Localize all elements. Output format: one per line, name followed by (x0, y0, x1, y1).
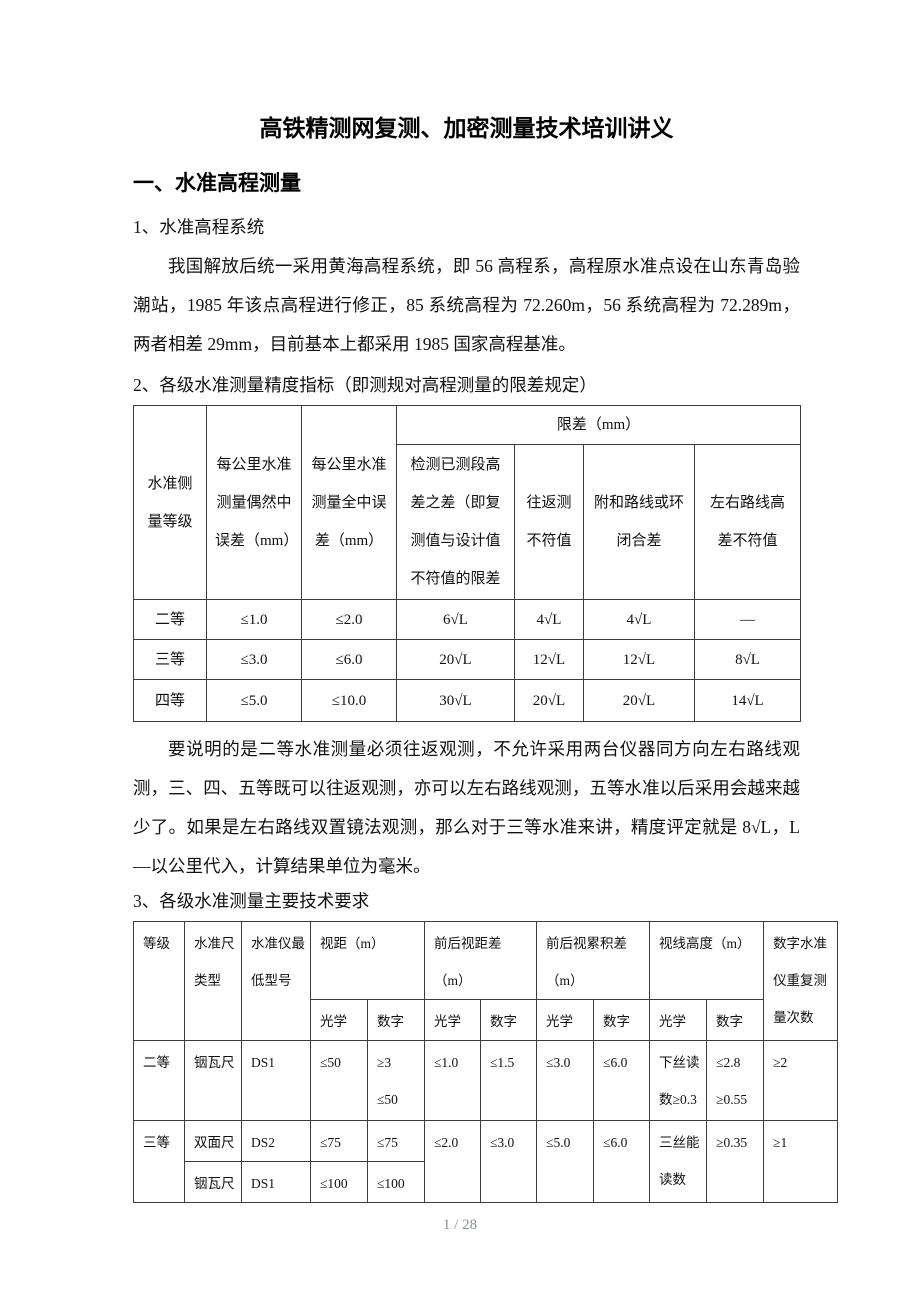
table-cell: 20√L (514, 679, 584, 722)
table-cell: ≤6.0 (593, 1040, 651, 1121)
table-cell: 4√L (583, 599, 695, 640)
table-cell: 4√L (514, 599, 584, 640)
t2-col-repeat-count: 数字水准仪重复测量次数 (763, 921, 839, 1041)
t1-col-accidental-error: 每公里水准测量偶然中误差（mm） (206, 405, 302, 600)
table-cell: 双面尺 (184, 1120, 242, 1162)
table-cell: ≤75 (310, 1120, 368, 1162)
table-cell: ≤10.0 (301, 679, 397, 722)
t2-col-rod-type: 水准尺类型 (184, 921, 242, 1041)
table-cell: ≤5.0 (536, 1120, 595, 1203)
t1-col-loop-closure: 附和路线或环闭合差 (583, 444, 695, 600)
technical-requirements-table: 等级 水准尺类型 水准仪最低型号 视距（m） 前后视距差（m） 前后视累积差（m… (133, 921, 839, 1203)
table-cell: 30√L (396, 679, 515, 722)
table-cell: ≥2 (763, 1040, 839, 1121)
t1-col-total-error: 每公里水准测量全中误差（mm） (301, 405, 397, 600)
table-cell: ≤1.0 (206, 599, 302, 640)
table-cell: 四等 (133, 679, 207, 722)
t2-group-fb-cumulative-diff: 前后视累积差（m） (536, 921, 651, 1000)
paragraph-elevation-system: 我国解放后统一采用黄海高程系统，即 56 高程系，高程原水准点设在山东青岛验潮站… (133, 256, 800, 354)
table-cell: 铟瓦尺 (184, 1040, 242, 1121)
page-content: 高铁精测网复测、加密测量技术培训讲义 一、水准高程测量 1、水准高程系统 我国解… (133, 115, 839, 1203)
table-cell: 三丝能读数 (649, 1120, 708, 1203)
table-cell: 20√L (583, 679, 695, 722)
table-cell: ≤3.0 (206, 639, 302, 680)
section-heading-leveling: 一、水准高程测量 (133, 172, 301, 195)
table-cell: ≤2.0 (301, 599, 397, 640)
table-cell: ≤6.0 (593, 1120, 651, 1203)
table-cell: 铟瓦尺 (184, 1161, 242, 1203)
t2-col-level: 等级 (133, 921, 185, 1041)
table-cell: ≤5.0 (206, 679, 302, 722)
table-cell: 三等 (133, 1120, 185, 1203)
table-cell: 下丝读数≥0.3 (649, 1040, 708, 1121)
table-cell: DS1 (241, 1040, 311, 1121)
subsection-1-heading: 1、水准高程系统 (133, 217, 265, 237)
paragraph-observation-notes: 要说明的是二等水准测量必须往返观测，不允许采用两台仪器同方向左右路线观测，三、四… (133, 739, 800, 876)
t2-sub-digital: 数字 (366, 999, 426, 1041)
t1-col-left-right: 左右路线高差不符值 (693, 444, 802, 600)
table-cell: ≤2.8 ≥0.55 (706, 1040, 765, 1121)
table-cell: 二等 (133, 1040, 185, 1121)
table-cell: 8√L (693, 639, 802, 680)
t1-group-limits: 限差（mm） (395, 405, 802, 445)
t2-col-instrument-min: 水准仪最低型号 (241, 921, 311, 1041)
table-cell: DS2 (241, 1120, 311, 1162)
t2-sub-optical: 光学 (424, 999, 482, 1041)
page-title: 高铁精测网复测、加密测量技术培训讲义 (259, 115, 674, 141)
table-cell: 6√L (396, 599, 515, 640)
leveling-accuracy-table: 水准侧量等级 每公里水准测量偶然中误差（mm） 每公里水准测量全中误差（mm） … (133, 405, 802, 722)
t2-sub-digital: 数字 (480, 999, 538, 1041)
table-cell: ≤2.0 (424, 1120, 482, 1203)
t2-sub-digital: 数字 (593, 999, 651, 1041)
t1-col-level: 水准侧量等级 (133, 405, 207, 600)
t1-col-check-diff: 检测已测段高差之差（即复测值与设计值不符值的限差 (396, 444, 515, 600)
subsection-3-heading: 3、各级水准测量主要技术要求 (133, 891, 370, 911)
t1-col-roundtrip: 往返测不符值 (514, 444, 584, 600)
table-cell: 20√L (396, 639, 515, 680)
table-cell: 12√L (583, 639, 695, 680)
table-cell: ≥1 (763, 1120, 839, 1203)
table-cell: ≤75 (366, 1120, 426, 1162)
t2-sub-optical: 光学 (536, 999, 595, 1041)
table-cell: DS1 (241, 1161, 311, 1203)
page-number: 1 / 28 (442, 1217, 478, 1233)
table-cell: — (693, 599, 802, 640)
table-cell: ≤6.0 (301, 639, 397, 680)
subsection-2-heading: 2、各级水准测量精度指标（即测规对高程测量的限差规定） (133, 375, 597, 395)
table-cell: ≤1.5 (480, 1040, 538, 1121)
t2-sub-optical: 光学 (649, 999, 708, 1041)
table-cell: ≤100 (310, 1161, 368, 1203)
t2-sub-optical: 光学 (310, 999, 368, 1041)
table-cell: 二等 (133, 599, 207, 640)
table-cell: 14√L (693, 679, 802, 722)
table-cell: ≥3 ≤50 (366, 1040, 426, 1121)
table-cell: 12√L (514, 639, 584, 680)
table-cell: ≤3.0 (480, 1120, 538, 1203)
t2-group-sight-height: 视线高度（m） (649, 921, 765, 1000)
t2-sub-digital: 数字 (706, 999, 765, 1041)
table-cell: ≥0.35 (706, 1120, 765, 1203)
table-cell: ≤1.0 (424, 1040, 482, 1121)
table-cell: ≤100 (366, 1161, 426, 1203)
t2-group-fb-distance-diff: 前后视距差（m） (424, 921, 538, 1000)
t2-group-sight-distance: 视距（m） (309, 921, 426, 1000)
table-cell: 三等 (133, 639, 207, 680)
table-cell: ≤3.0 (536, 1040, 595, 1121)
table-cell: ≤50 (310, 1040, 368, 1121)
